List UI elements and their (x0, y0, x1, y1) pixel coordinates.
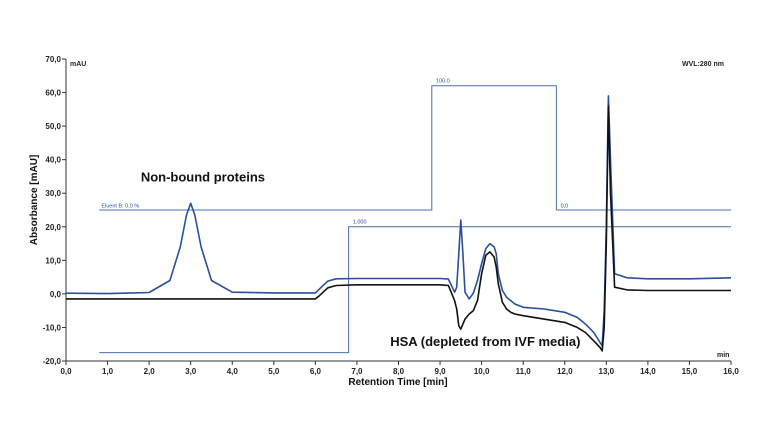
y-tick-label: 0,0 (50, 290, 62, 299)
gradient-end-label: 0,0 (561, 203, 569, 209)
x-axis-title: Retention Time [min] (348, 377, 447, 388)
x-tick-label: 8,0 (393, 367, 405, 376)
y-unit-label: mAU (70, 61, 86, 68)
annotation-hsa-depleted: HSA (depleted from IVF media) (390, 334, 580, 349)
x-tick-label: 3,0 (185, 367, 197, 376)
x-tick-label: 13,0 (599, 367, 615, 376)
y-tick-label: 10,0 (45, 256, 61, 265)
x-unit-label: min (717, 352, 729, 359)
x-tick-label: 2,0 (144, 367, 156, 376)
y-tick-label: 30,0 (45, 189, 61, 198)
y-axis-title: Absorbance [mAU] (29, 155, 40, 246)
x-tick-label: 4,0 (227, 367, 239, 376)
y-tick-label: 70,0 (45, 55, 61, 64)
x-tick-label: 9,0 (435, 367, 447, 376)
gradient-start-label: Eluent B: 0,0 % (101, 203, 139, 209)
valve-program-line (99, 226, 731, 354)
y-tick-label: -20,0 (43, 357, 62, 366)
x-tick-label: 16,0 (723, 367, 739, 376)
y-tick-label: 50,0 (45, 122, 61, 131)
annotation-non-bound-proteins: Non-bound proteins (141, 169, 265, 184)
gradient-program-line (99, 85, 731, 211)
y-tick-label: 60,0 (45, 89, 61, 98)
x-tick-label: 6,0 (310, 367, 322, 376)
series-lines (65, 95, 732, 352)
y-tick-label: -10,0 (43, 323, 62, 332)
x-tick-label: 10,0 (474, 367, 490, 376)
y-tick-label: 40,0 (45, 156, 61, 165)
x-tick-label: 15,0 (682, 367, 698, 376)
x-tick-label: 12,0 (557, 367, 573, 376)
valve-program-label: 1,000 (353, 219, 367, 225)
x-tick-label: 0,0 (60, 367, 72, 376)
series-line-blue (65, 95, 732, 347)
x-tick-label: 1,0 (102, 367, 114, 376)
gradient-high-label: 100,0 (436, 78, 450, 84)
series-line-black (66, 105, 731, 352)
program-lines (99, 85, 731, 354)
x-tick-label: 5,0 (268, 367, 280, 376)
x-tick-label: 14,0 (640, 367, 656, 376)
x-tick-label: 11,0 (516, 367, 532, 376)
x-tick-label: 7,0 (351, 367, 363, 376)
wavelength-label: WVL:280 nm (682, 61, 724, 68)
y-tick-label: 20,0 (45, 223, 61, 232)
axis-ticks: 0,0 1,0 2,0 3,0 4,0 5,0 6,0 7,0 8,0 9,0 10,0 11,0 12… (43, 55, 740, 376)
